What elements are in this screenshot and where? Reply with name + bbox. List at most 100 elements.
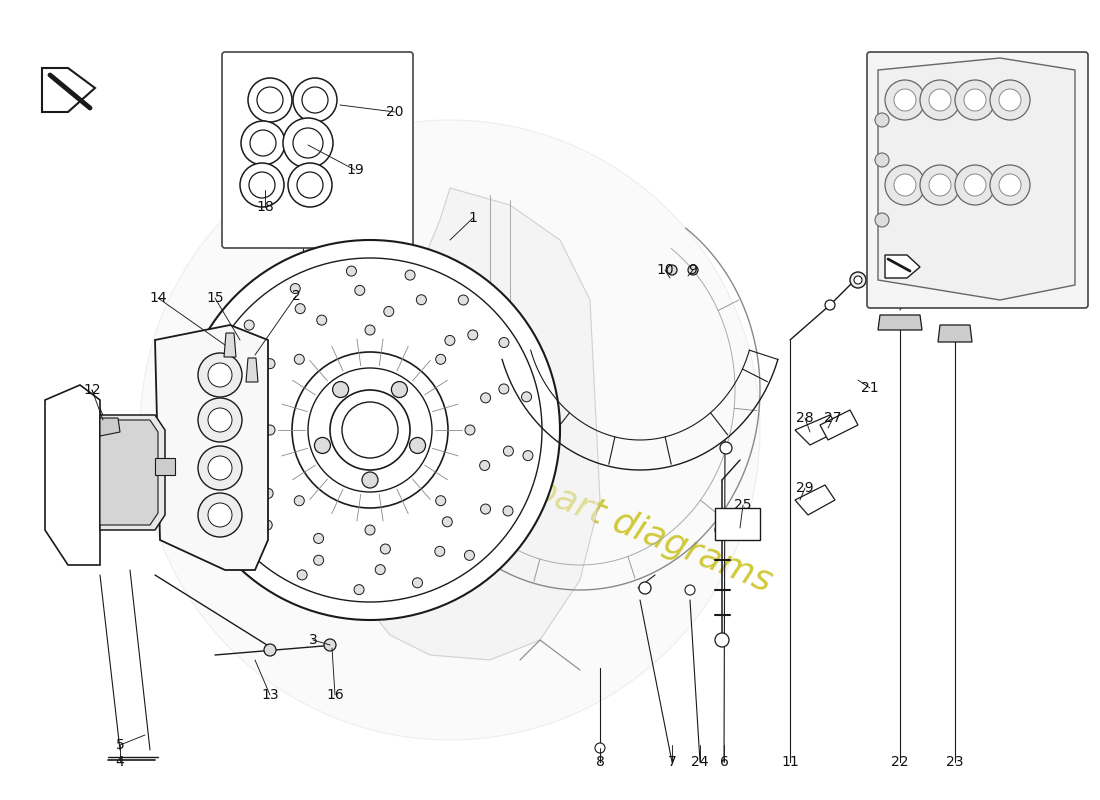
Circle shape — [205, 429, 214, 439]
Circle shape — [302, 87, 328, 113]
Circle shape — [314, 534, 323, 543]
Text: 10: 10 — [657, 263, 674, 277]
Text: 19: 19 — [346, 163, 364, 177]
Circle shape — [465, 425, 475, 435]
Circle shape — [250, 130, 276, 156]
Circle shape — [354, 585, 364, 594]
Polygon shape — [795, 415, 840, 445]
Text: 27: 27 — [824, 411, 842, 425]
Circle shape — [499, 338, 509, 347]
Circle shape — [265, 425, 275, 435]
Text: 8: 8 — [595, 755, 604, 769]
Circle shape — [825, 300, 835, 310]
Text: 22: 22 — [891, 755, 909, 769]
Circle shape — [481, 504, 491, 514]
Circle shape — [920, 165, 960, 205]
Circle shape — [667, 265, 676, 275]
Circle shape — [297, 172, 323, 198]
Text: 3: 3 — [309, 633, 318, 647]
Circle shape — [227, 404, 236, 414]
Polygon shape — [100, 418, 120, 436]
Circle shape — [874, 213, 889, 227]
Text: 25: 25 — [735, 498, 751, 512]
Circle shape — [315, 438, 330, 454]
Circle shape — [955, 165, 996, 205]
Text: 29: 29 — [796, 481, 814, 495]
FancyBboxPatch shape — [867, 52, 1088, 308]
Circle shape — [436, 496, 446, 506]
Polygon shape — [100, 420, 158, 525]
Polygon shape — [246, 358, 258, 382]
Circle shape — [920, 80, 960, 120]
Text: 6: 6 — [719, 755, 728, 769]
Circle shape — [342, 402, 398, 458]
Circle shape — [874, 113, 889, 127]
Text: 15: 15 — [206, 291, 223, 305]
Text: 14: 14 — [150, 291, 167, 305]
Text: 11: 11 — [781, 755, 799, 769]
Polygon shape — [886, 255, 920, 278]
Circle shape — [214, 370, 224, 381]
Text: 21: 21 — [861, 381, 879, 395]
Polygon shape — [820, 410, 858, 440]
Circle shape — [381, 544, 390, 554]
Text: 28: 28 — [796, 411, 814, 425]
Circle shape — [330, 390, 410, 470]
Circle shape — [522, 450, 532, 461]
Polygon shape — [715, 508, 760, 540]
Text: 24: 24 — [691, 755, 708, 769]
Circle shape — [412, 578, 422, 588]
Circle shape — [894, 174, 916, 196]
Circle shape — [715, 523, 729, 537]
Circle shape — [990, 80, 1030, 120]
Circle shape — [250, 346, 260, 356]
Text: 4: 4 — [116, 755, 124, 769]
Circle shape — [346, 266, 356, 276]
Polygon shape — [155, 458, 175, 475]
Circle shape — [964, 174, 986, 196]
Circle shape — [283, 118, 333, 168]
Circle shape — [459, 295, 469, 305]
Circle shape — [685, 585, 695, 595]
Circle shape — [405, 270, 415, 280]
Circle shape — [392, 382, 407, 398]
Circle shape — [288, 163, 332, 207]
Text: 9: 9 — [689, 263, 697, 277]
Circle shape — [498, 384, 509, 394]
Circle shape — [264, 644, 276, 656]
Polygon shape — [224, 333, 236, 357]
Polygon shape — [938, 325, 972, 342]
Circle shape — [208, 363, 232, 387]
Circle shape — [521, 392, 531, 402]
Polygon shape — [878, 315, 922, 330]
Circle shape — [480, 461, 490, 470]
Text: a passion for part diagrams: a passion for part diagrams — [302, 381, 778, 599]
Circle shape — [720, 442, 732, 454]
Circle shape — [955, 80, 996, 120]
Circle shape — [244, 320, 254, 330]
Circle shape — [290, 283, 300, 294]
Circle shape — [964, 89, 986, 111]
Circle shape — [308, 368, 432, 492]
Text: 12: 12 — [84, 383, 101, 397]
Polygon shape — [155, 325, 268, 570]
Polygon shape — [795, 485, 835, 515]
Circle shape — [999, 174, 1021, 196]
Circle shape — [295, 496, 305, 506]
Polygon shape — [878, 58, 1075, 300]
Circle shape — [715, 633, 729, 647]
Polygon shape — [100, 415, 165, 530]
Circle shape — [434, 546, 444, 556]
Circle shape — [140, 120, 760, 740]
Circle shape — [231, 466, 241, 476]
Circle shape — [292, 352, 448, 508]
Circle shape — [874, 153, 889, 167]
Circle shape — [504, 446, 514, 456]
Circle shape — [198, 398, 242, 442]
Text: 2: 2 — [292, 289, 300, 303]
Circle shape — [240, 163, 284, 207]
Circle shape — [999, 89, 1021, 111]
Circle shape — [375, 565, 385, 574]
Circle shape — [248, 78, 292, 122]
Circle shape — [180, 240, 560, 620]
